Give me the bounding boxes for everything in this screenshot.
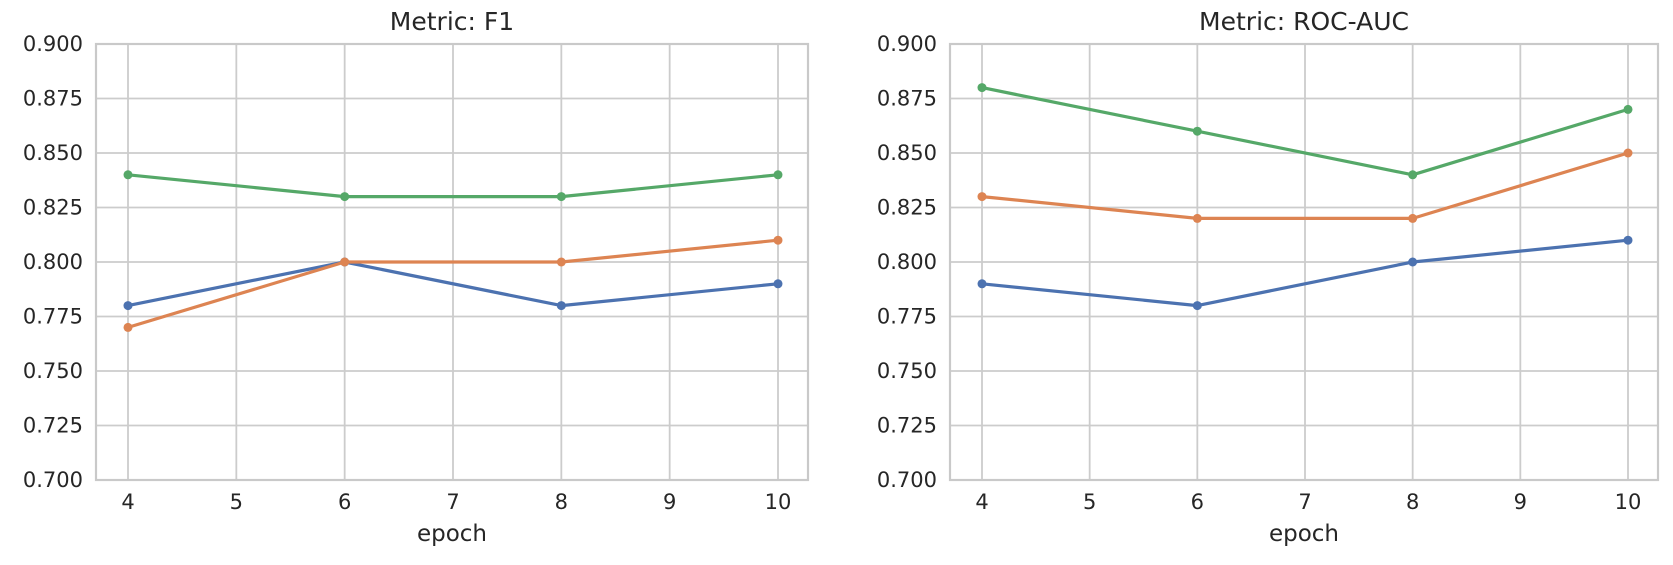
data-point-green: [340, 192, 350, 202]
x-axis-label-roc-auc: epoch: [1268, 521, 1340, 547]
data-point-blue: [123, 301, 133, 311]
plot-area-f1: 0.700 0.725 0.750 0.775 0.800 0.825 0.850 0.875…: [23, 32, 810, 514]
y-tick-label: 0.825: [23, 196, 83, 220]
subplot-roc-auc: Metric: ROC-AUC 0.700 0.725 0.750 0.775 0.80…: [860, 0, 1673, 565]
data-point-green: [773, 170, 783, 180]
series-line-orange: [126, 238, 780, 329]
series-line-blue: [126, 260, 780, 308]
y-tick-label: 0.850: [877, 141, 937, 165]
data-point-blue: [556, 301, 566, 311]
y-tick-label: 0.800: [23, 250, 83, 274]
x-tick-label: 9: [663, 490, 676, 514]
data-point-orange: [1623, 148, 1633, 158]
x-tick-label: 8: [1406, 490, 1419, 514]
y-tick-label: 0.775: [23, 305, 83, 329]
data-point-green: [1192, 126, 1202, 136]
data-point-orange: [1192, 213, 1202, 223]
chart-title-roc-auc: Metric: ROC-AUC: [1199, 7, 1409, 36]
y-tick-label: 0.900: [23, 32, 83, 56]
data-point-blue: [773, 279, 783, 289]
y-tick-label: 0.775: [877, 305, 937, 329]
data-point-orange: [773, 235, 783, 245]
x-tick-label: 6: [338, 490, 351, 514]
data-point-green: [1623, 104, 1633, 114]
x-tick-label: 7: [1298, 490, 1311, 514]
x-tick-label: 10: [765, 490, 792, 514]
y-tick-label: 0.900: [877, 32, 937, 56]
x-tick-label: 4: [121, 490, 134, 514]
y-tick-label: 0.750: [23, 359, 83, 383]
data-point-orange: [1408, 213, 1418, 223]
series-line-blue: [980, 238, 1630, 308]
x-tick-label: 5: [230, 490, 243, 514]
x-tick-label: 6: [1191, 490, 1204, 514]
y-tick-label: 0.875: [877, 87, 937, 111]
y-tick-label: 0.850: [23, 141, 83, 165]
y-tick-label: 0.700: [23, 468, 83, 492]
data-point-green: [1408, 170, 1418, 180]
y-tick-label: 0.750: [877, 359, 937, 383]
y-tick-label: 0.725: [23, 414, 83, 438]
data-point-blue: [1408, 257, 1418, 267]
chart-title-f1: Metric: F1: [389, 7, 515, 36]
y-tick-label: 0.725: [877, 414, 937, 438]
data-point-blue: [977, 279, 987, 289]
x-tick-label: 4: [975, 490, 988, 514]
y-tick-label: 0.700: [877, 468, 937, 492]
data-point-orange: [123, 322, 133, 332]
plot-border: [948, 42, 1660, 482]
data-point-green: [123, 170, 133, 180]
data-point-green: [556, 192, 566, 202]
data-point-orange: [556, 257, 566, 267]
plot-area-roc-auc: 0.700 0.725 0.750 0.775 0.800 0.825 0.850 0.875…: [877, 32, 1660, 514]
x-tick-label: 5: [1083, 490, 1096, 514]
series-line-green: [126, 173, 780, 199]
y-tick-label: 0.800: [877, 250, 937, 274]
data-point-orange: [340, 257, 350, 267]
series-line-green: [980, 85, 1630, 177]
x-axis-label-f1: epoch: [416, 521, 488, 547]
plot-border: [94, 42, 810, 482]
data-point-blue: [1192, 301, 1202, 311]
x-tick-label: 10: [1615, 490, 1642, 514]
data-point-blue: [1623, 235, 1633, 245]
y-tick-label: 0.875: [23, 87, 83, 111]
x-tick-label: 8: [555, 490, 568, 514]
series-line-orange: [980, 151, 1630, 220]
x-tick-label: 9: [1514, 490, 1527, 514]
subplot-f1: Metric: F1 0.700 0.725 0.750 0.775 0.800 0.82…: [23, 7, 810, 547]
x-tick-label: 7: [446, 490, 459, 514]
data-point-orange: [977, 192, 987, 202]
y-tick-label: 0.825: [877, 196, 937, 220]
data-point-green: [977, 83, 987, 93]
